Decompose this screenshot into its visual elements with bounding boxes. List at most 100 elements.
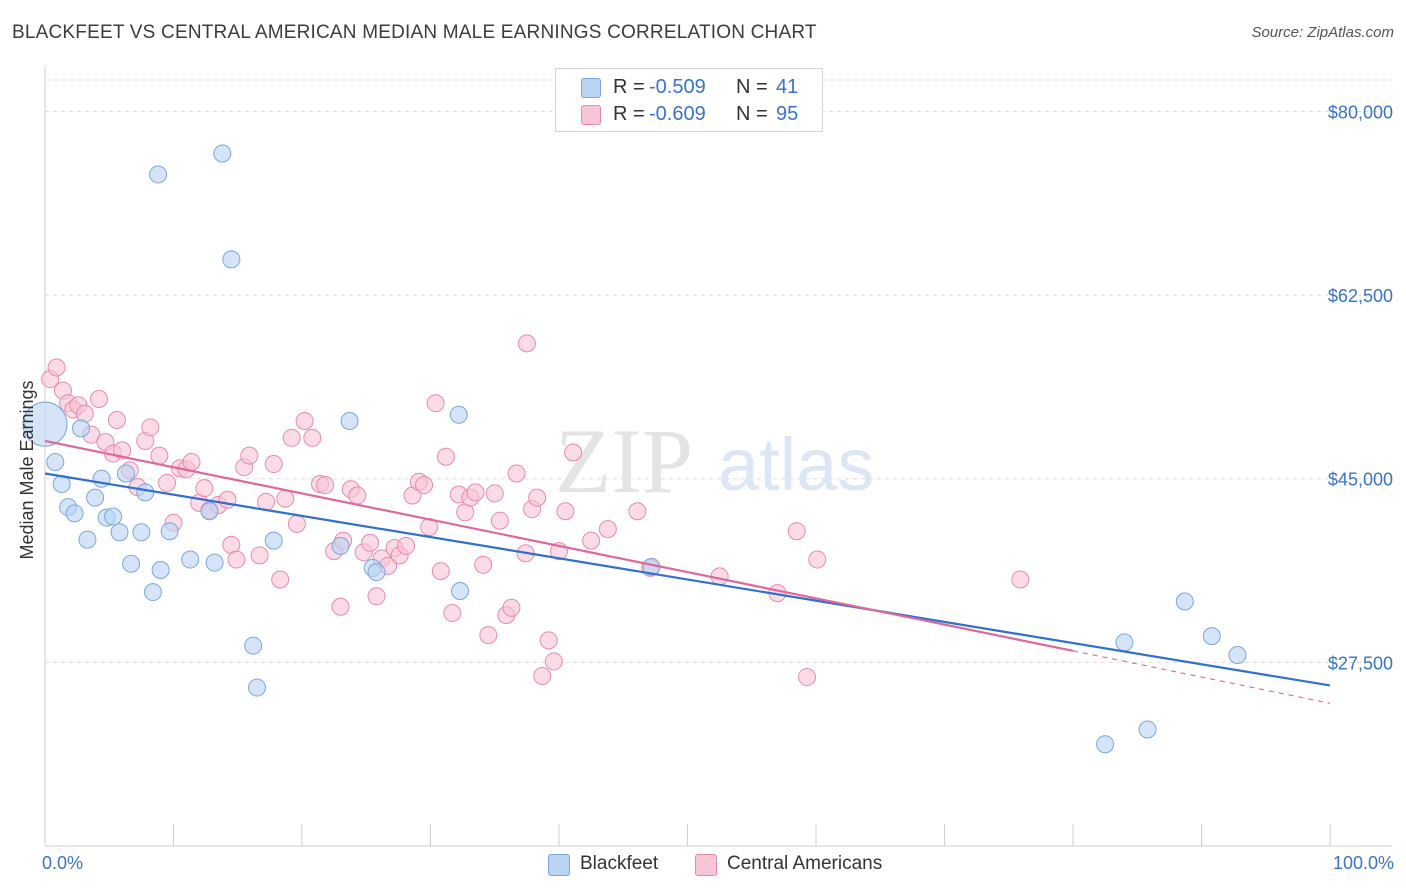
central-americans-point[interactable] [113,441,132,460]
blackfeet-point[interactable] [116,464,135,483]
blackfeet-point[interactable] [104,507,123,526]
blackfeet-point[interactable] [340,412,359,431]
central-americans-point[interactable] [182,452,201,471]
blackfeet-points [22,144,1247,754]
central-americans-point[interactable] [502,598,521,617]
source-credit: Source: ZipAtlas.com [1251,24,1394,41]
blackfeet-point[interactable] [1138,720,1157,739]
central-americans-point[interactable] [240,446,259,465]
n-label: N = [736,76,768,98]
central-americans-point[interactable] [331,597,350,616]
blackfeet-point[interactable] [110,523,129,542]
blackfeet-point[interactable] [149,165,168,184]
series-legend: Blackfeet Central Americans [0,852,1406,878]
blackfeet-point[interactable] [136,483,155,502]
blackfeet-point[interactable] [86,488,105,507]
central-americans-point[interactable] [539,631,558,650]
blackfeet-point[interactable] [1202,627,1221,646]
blackfeet-point[interactable] [449,405,468,424]
central-americans-point[interactable] [485,484,504,503]
central-americans-point[interactable] [544,652,563,671]
central-americans-point[interactable] [436,447,455,466]
central-americans-point[interactable] [787,522,806,541]
central-americans-point[interactable] [507,464,526,483]
central-americans-point[interactable] [431,562,450,581]
central-americans-point[interactable] [466,483,485,502]
central-americans-point[interactable] [276,489,295,508]
tick-labels: $80,000 $62,500 $45,000 $27,500 0.0% 100.0% [42,102,1394,873]
central-americans-point[interactable] [287,514,306,533]
central-americans-point[interactable] [316,476,335,495]
central-americans-point[interactable] [107,410,126,429]
central-americans-point[interactable] [479,626,498,645]
central-americans-point[interactable] [426,394,445,413]
blackfeet-point[interactable] [122,554,141,573]
blackfeet-point[interactable] [22,401,68,447]
central-americans-point[interactable] [798,668,817,687]
blackfeet-point[interactable] [222,250,241,269]
central-americans-point[interactable] [361,533,380,552]
blackfeet-point[interactable] [244,636,263,655]
x-tick-label-min: 0.0% [42,853,83,873]
blackfeet-point[interactable] [331,536,350,555]
central-americans-point[interactable] [474,555,493,574]
blackfeet-point[interactable] [451,582,470,601]
blackfeet-point[interactable] [205,553,224,572]
central-americans-point[interactable] [227,550,246,569]
blackfeet-point[interactable] [248,678,267,697]
central-americans-point[interactable] [564,443,583,462]
central-americans-point[interactable] [808,550,827,569]
central-americans-point[interactable] [517,334,536,353]
central-americans-point[interactable] [250,546,269,565]
central-americans-point[interactable] [303,428,322,447]
legend-row-blackfeet: R = -0.509 N = 41 [556,74,822,100]
central-americans-swatch [581,105,601,125]
central-americans-point[interactable] [367,587,386,606]
blackfeet-point[interactable] [367,563,386,582]
blackfeet-point[interactable] [264,531,283,550]
central-americans-point[interactable] [490,511,509,530]
blackfeet-point[interactable] [151,561,170,580]
central-americans-point[interactable] [295,412,314,431]
blackfeet-point[interactable] [71,419,90,438]
blackfeet-point[interactable] [132,523,151,542]
central-americans-point[interactable] [443,604,462,623]
y-tick-label: $45,000 [1328,470,1393,490]
central-americans-point[interactable] [582,531,601,550]
central-americans-point[interactable] [598,520,617,539]
central-americans-point[interactable] [271,570,290,589]
central-americans-point[interactable] [556,502,575,521]
blackfeet-point[interactable] [1096,735,1115,754]
blackfeet-point[interactable] [46,452,65,471]
blackfeet-point[interactable] [160,522,179,541]
blackfeet-point[interactable] [1115,633,1134,652]
central-americans-point[interactable] [257,492,276,511]
central-americans-point[interactable] [533,667,552,686]
central-americans-points [41,334,1030,687]
central-americans-point[interactable] [710,567,729,586]
blackfeet-point[interactable] [181,550,200,569]
central-americans-point[interactable] [141,418,160,437]
central-americans-point[interactable] [397,536,416,555]
blackfeet-point[interactable] [1175,592,1194,611]
blackfeet-point[interactable] [213,144,232,163]
blackfeet-point[interactable] [65,504,84,523]
blackfeet-point[interactable] [78,530,97,549]
central-americans-point[interactable] [282,428,301,447]
central-americans-point[interactable] [348,486,367,505]
blackfeet-point[interactable] [1228,646,1247,665]
central-americans-point[interactable] [1011,570,1030,589]
central-americans-point[interactable] [89,389,108,408]
blackfeet-point[interactable] [200,502,219,521]
y-tick-label: $27,500 [1328,653,1393,673]
central-americans-point[interactable] [47,358,66,377]
central-americans-point[interactable] [528,488,547,507]
r-label: R = [613,76,645,98]
central-americans-point[interactable] [628,502,647,521]
central-americans-point[interactable] [415,476,434,495]
central-americans-point[interactable] [150,446,169,465]
central-americans-point[interactable] [264,455,283,474]
central-americans-point[interactable] [195,479,214,498]
central-americans-point[interactable] [158,473,177,492]
blackfeet-point[interactable] [143,583,162,602]
